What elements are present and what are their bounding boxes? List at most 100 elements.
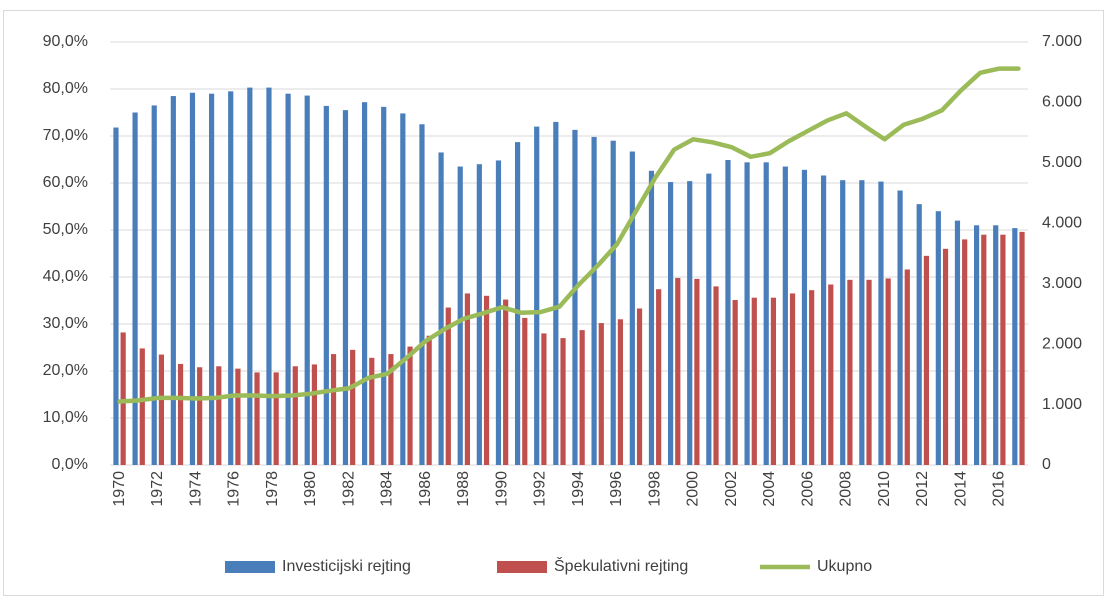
bar [483,295,490,465]
bar [369,357,375,465]
bar [323,105,329,466]
bar [801,169,808,465]
bar [610,140,616,465]
bar [617,319,624,465]
bar [782,166,788,466]
bar [254,372,260,465]
bar [522,317,528,465]
bar [694,278,700,465]
bar [419,124,425,465]
bar [713,286,719,465]
bar [388,354,394,465]
x-tick-label: 1988 [455,471,472,507]
x-tick-label: 1970 [111,471,128,507]
bar [311,364,318,465]
x-tick-label: 1996 [608,471,625,507]
bar [744,162,750,465]
bar [847,279,853,465]
bar [789,293,796,465]
bar [732,300,738,465]
bar [809,290,815,465]
x-tick-label: 2010 [876,471,893,507]
bar [113,127,119,465]
y2-tick-label: 7.000 [1042,33,1082,50]
bar [534,126,540,465]
x-tick-label: 1994 [570,471,587,507]
bar [216,366,222,465]
bar [189,92,196,465]
bar [170,96,176,466]
bar [120,332,126,465]
x-tick-label: 1974 [187,471,204,507]
y2-tick-label: 0 [1042,456,1051,473]
bar [285,93,291,465]
bar [132,112,138,465]
bar [235,368,241,465]
bar [885,278,891,465]
y2-tick-label: 5.000 [1042,154,1082,171]
x-tick-label: 1978 [264,471,281,507]
bar [878,181,884,465]
x-tick-label: 1990 [493,471,510,507]
x-tick-label: 2008 [838,471,855,507]
y2-tick-label: 6.000 [1042,94,1082,111]
x-tick-label: 1982 [340,471,357,507]
bar [866,279,872,465]
bar [247,87,253,465]
x-tick-label: 1980 [302,471,319,507]
legend-label: Investicijski rejting [282,558,411,575]
bar [438,152,444,465]
bar [770,297,777,465]
bar [935,211,941,465]
bar [495,160,502,465]
x-tick-label: 1998 [646,471,663,507]
bar [981,234,987,465]
bar [840,180,846,465]
x-tick-label: 2004 [761,471,778,507]
x-tick-label: 1986 [417,471,434,507]
bar [656,289,662,465]
x-tick-label: 2006 [799,471,816,507]
bar [725,159,731,465]
bar [208,93,215,465]
bar [553,121,559,466]
y-tick-label: 0,0% [52,456,88,473]
bar [381,106,387,466]
bar [197,367,203,465]
bar [228,91,234,465]
x-tick-label: 1976 [226,471,243,507]
bar [445,307,451,465]
bar [273,372,279,465]
bar [763,162,769,465]
y-tick-label: 10,0% [43,409,88,426]
line [117,66,1021,404]
x-tick-label: 2012 [914,471,931,507]
y2-tick-label: 4.000 [1042,215,1082,232]
bar [503,299,509,465]
bar [579,330,585,465]
x-tick-label: 2000 [685,471,702,507]
y-tick-label: 40,0% [43,268,88,285]
bar [292,366,298,465]
bar [675,277,681,465]
x-tick-label: 1972 [149,471,166,507]
bar [560,338,566,465]
bar [828,284,834,465]
bar [751,297,757,465]
bar [897,190,903,465]
x-tick-label: 2014 [952,471,969,507]
bar [636,308,643,465]
bar [962,239,968,465]
y2-tick-label: 2.000 [1042,335,1082,352]
bar [973,225,980,465]
x-tick-label: 2002 [723,471,740,507]
bar [706,173,712,465]
bar [158,354,165,465]
bar [591,136,597,465]
bar [541,333,547,465]
bar [904,269,910,465]
bar [151,105,157,465]
bar [648,170,655,465]
y-tick-label: 90,0% [43,33,88,50]
